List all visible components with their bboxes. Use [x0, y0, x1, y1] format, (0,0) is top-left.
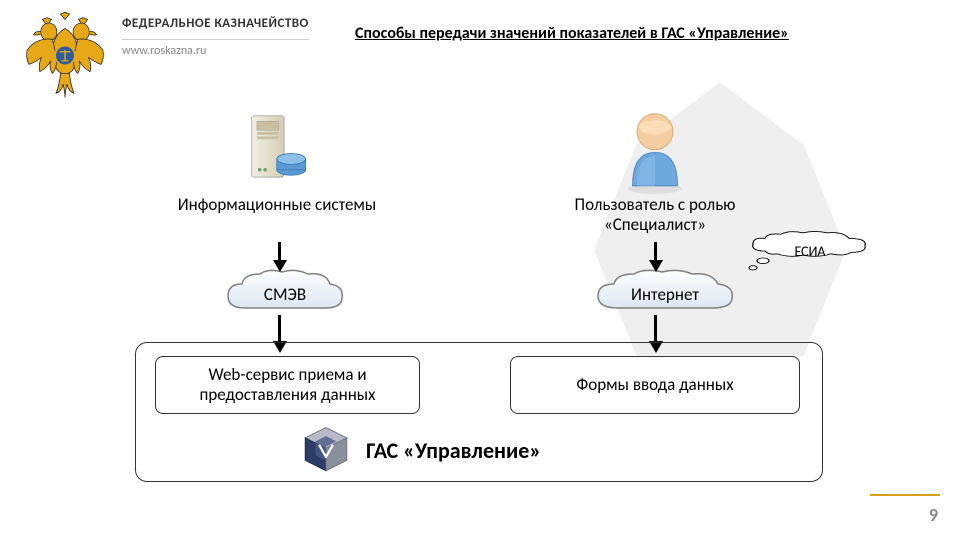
gas-system: ГАС «Управление»: [300, 424, 541, 476]
web-service-box: Web-сервис приема и предоставления данны…: [155, 356, 420, 414]
diagram: Информационные системы Пользователь с ро…: [0, 100, 960, 500]
web-service-label: Web-сервис приема и предоставления данны…: [166, 365, 409, 406]
gas-cube-icon: [300, 424, 352, 476]
site-url: www.roskazna.ru: [122, 39, 309, 58]
gas-label: ГАС «Управление»: [366, 437, 541, 464]
org-name: ФЕДЕРАЛЬНОЕ КАЗНАЧЕЙСТВО: [122, 16, 309, 31]
user-icon: [610, 100, 700, 195]
header: ФЕДЕРАЛЬНОЕ КАЗНАЧЕЙСТВО www.roskazna.ru: [0, 0, 960, 107]
arrow-line: [654, 315, 657, 343]
user-node: [610, 100, 700, 200]
footer-accent-line: [870, 494, 940, 496]
page-number: 9: [929, 504, 938, 526]
user-label: Пользователь с ролью «Специалист»: [540, 195, 770, 236]
coat-of-arms-icon: [20, 12, 110, 107]
server-icon: [230, 105, 320, 195]
arrow-line: [654, 242, 657, 262]
smev-cloud: СМЭВ: [220, 268, 350, 320]
internet-cloud: Интернет: [590, 268, 740, 320]
esia-cloud: ЕСИА: [745, 230, 875, 272]
arrow-line: [278, 242, 281, 262]
server-node: [230, 105, 320, 200]
internet-label: Интернет: [631, 284, 699, 305]
arrow-line: [278, 315, 281, 343]
server-label: Информационные системы: [172, 195, 382, 215]
smev-label: СМЭВ: [264, 284, 306, 305]
forms-box: Формы ввода данных: [510, 356, 800, 414]
esia-label: ЕСИА: [794, 243, 825, 260]
header-text: ФЕДЕРАЛЬНОЕ КАЗНАЧЕЙСТВО www.roskazna.ru: [122, 12, 309, 58]
slide-title: Способы передачи значений показателей в …: [355, 24, 789, 43]
forms-label: Формы ввода данных: [576, 375, 733, 395]
